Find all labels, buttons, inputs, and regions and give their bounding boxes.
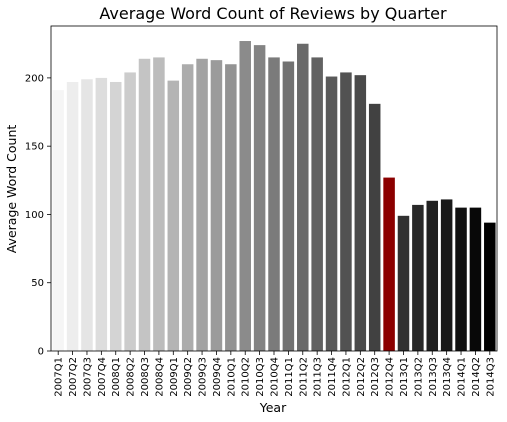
bars-group xyxy=(52,41,496,352)
bar-2014Q3 xyxy=(484,222,496,351)
bar-2010Q2 xyxy=(239,41,251,352)
x-tick-label-2010Q3: 2010Q3 xyxy=(255,357,266,397)
bar-2010Q4 xyxy=(268,57,280,351)
y-axis-label: Average Word Count xyxy=(4,125,19,254)
x-tick-label-2010Q4: 2010Q4 xyxy=(270,357,281,397)
x-tick-label-2014Q3: 2014Q3 xyxy=(485,357,496,397)
x-tick-label-2007Q3: 2007Q3 xyxy=(82,357,93,397)
x-tick-label-2010Q1: 2010Q1 xyxy=(226,357,237,397)
bar-2007Q4 xyxy=(95,77,108,351)
bar-2012Q1 xyxy=(340,72,352,352)
y-tick-label: 100 xyxy=(25,210,44,221)
bar-2010Q3 xyxy=(253,45,266,352)
bar-2008Q2 xyxy=(124,72,136,352)
x-tick-label-2013Q3: 2013Q3 xyxy=(428,357,439,397)
bar-2012Q4 xyxy=(383,177,395,351)
x-tick-label-2011Q1: 2011Q1 xyxy=(284,357,295,397)
x-tick-label-2011Q2: 2011Q2 xyxy=(298,357,309,397)
x-tick-label-2010Q2: 2010Q2 xyxy=(241,357,252,397)
x-tick-label-2008Q2: 2008Q2 xyxy=(126,357,137,397)
bar-2009Q4 xyxy=(210,60,223,351)
bar-2009Q1 xyxy=(167,80,180,352)
x-tick-label-2011Q3: 2011Q3 xyxy=(313,357,324,397)
y-axis-ticks: 0 50 100 150 200 xyxy=(25,73,51,358)
x-tick-label-2013Q2: 2013Q2 xyxy=(413,357,424,397)
bar-2008Q1 xyxy=(109,81,122,352)
bar-2011Q2 xyxy=(297,43,309,351)
bar-2009Q3 xyxy=(196,58,208,352)
x-tick-label-2007Q2: 2007Q2 xyxy=(68,357,79,397)
bar-2007Q2 xyxy=(66,81,79,352)
x-tick-label-2014Q2: 2014Q2 xyxy=(471,357,482,397)
bar-2013Q4 xyxy=(440,199,453,351)
x-axis-label: Year xyxy=(259,400,287,415)
bar-2008Q3 xyxy=(138,58,151,352)
y-tick-label: 200 xyxy=(25,73,44,84)
bar-2013Q1 xyxy=(397,215,410,351)
y-tick-label: 150 xyxy=(25,142,44,153)
bar-2011Q4 xyxy=(325,76,338,351)
chart-title: Average Word Count of Reviews by Quarter xyxy=(99,4,447,23)
x-tick-label-2008Q4: 2008Q4 xyxy=(154,357,165,397)
x-tick-label-2011Q4: 2011Q4 xyxy=(327,357,338,397)
x-tick-label-2008Q1: 2008Q1 xyxy=(111,357,122,397)
bar-2011Q3 xyxy=(311,57,323,351)
x-tick-label-2014Q1: 2014Q1 xyxy=(457,357,468,397)
x-tick-label-2007Q1: 2007Q1 xyxy=(54,357,65,397)
x-tick-label-2009Q3: 2009Q3 xyxy=(198,357,209,397)
x-tick-label-2012Q1: 2012Q1 xyxy=(341,357,352,397)
x-tick-label-2012Q2: 2012Q2 xyxy=(356,357,367,397)
x-tick-label-2009Q1: 2009Q1 xyxy=(169,357,180,397)
bar-2012Q2 xyxy=(354,75,367,351)
y-tick-label: 50 xyxy=(31,278,44,289)
bar-2012Q3 xyxy=(368,103,381,351)
x-tick-label-2009Q2: 2009Q2 xyxy=(183,357,194,397)
x-tick-label-2013Q1: 2013Q1 xyxy=(399,357,410,397)
x-tick-label-2007Q4: 2007Q4 xyxy=(97,357,108,397)
plot-frame xyxy=(50,25,498,352)
bar-2014Q2 xyxy=(469,207,482,351)
bar-2013Q3 xyxy=(426,200,439,351)
x-axis-ticks: 2007Q1 2007Q2 2007Q3 2007Q4 2008Q1 2008Q2 2008… xyxy=(54,351,496,397)
y-tick-label: 0 xyxy=(38,347,44,358)
x-tick-label-2008Q3: 2008Q3 xyxy=(140,357,151,397)
bar-2014Q1 xyxy=(455,207,467,351)
bar-2010Q1 xyxy=(225,64,237,352)
bar-2007Q1 xyxy=(52,90,64,352)
x-tick-label-2009Q4: 2009Q4 xyxy=(212,357,223,397)
x-tick-label-2013Q4: 2013Q4 xyxy=(442,357,453,397)
x-tick-label-2012Q3: 2012Q3 xyxy=(370,357,381,397)
bar-2007Q3 xyxy=(81,79,93,351)
bar-2011Q1 xyxy=(282,61,295,351)
x-tick-label-2012Q4: 2012Q4 xyxy=(385,357,396,397)
bar-2013Q2 xyxy=(412,204,424,351)
bar-2008Q4 xyxy=(153,57,165,351)
bar-2009Q2 xyxy=(181,64,194,352)
